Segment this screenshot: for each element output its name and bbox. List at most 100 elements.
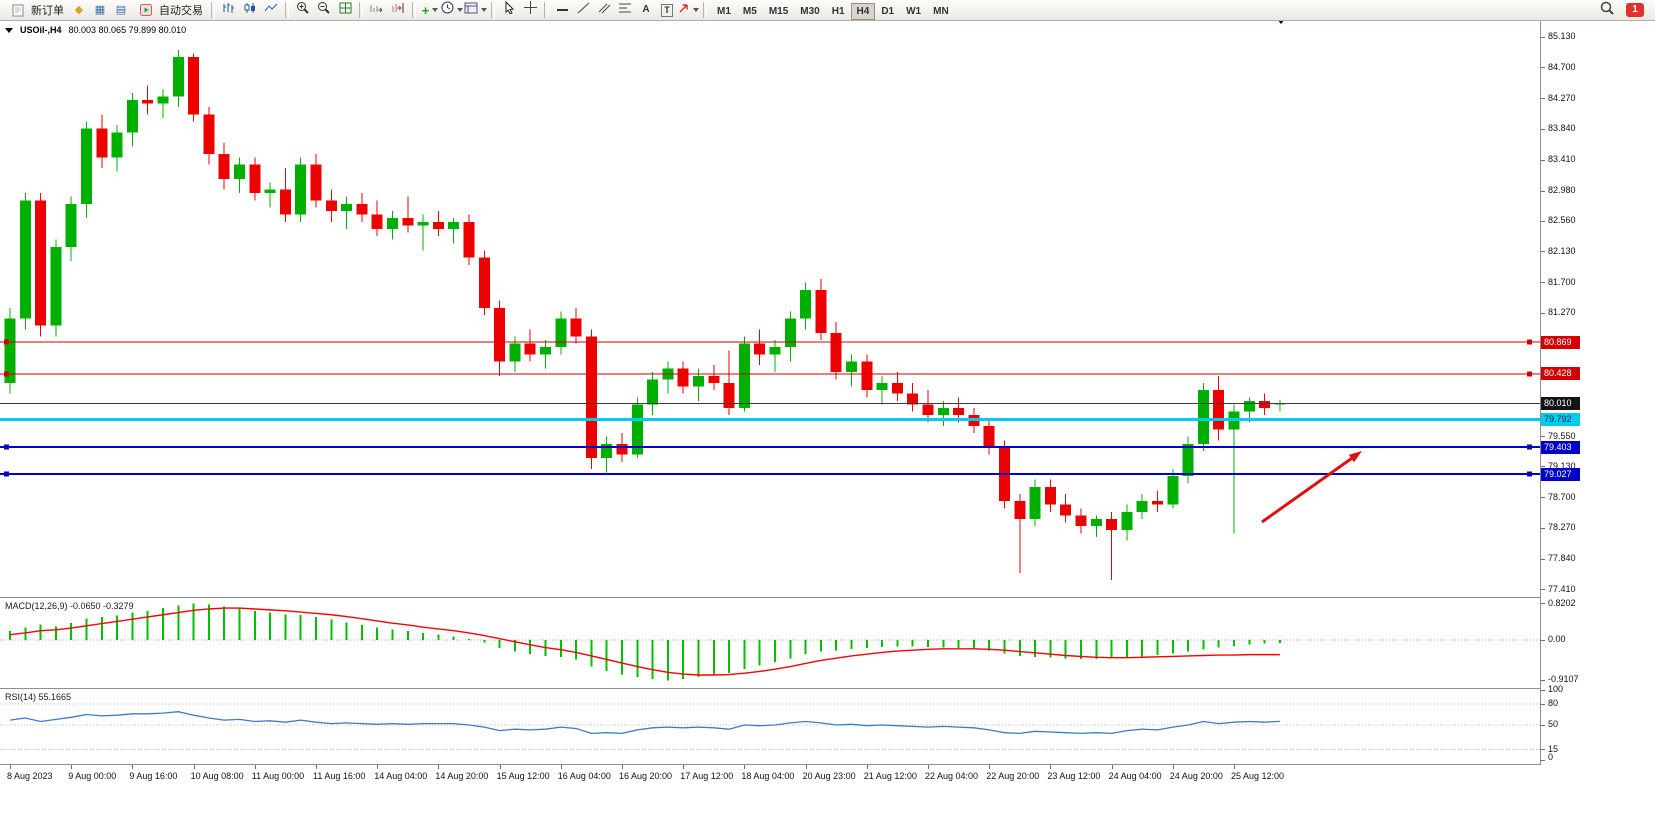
candle-body	[815, 289, 827, 333]
cursor-button[interactable]	[499, 0, 519, 19]
candle-body	[1121, 511, 1133, 530]
line-handle[interactable]	[4, 339, 9, 345]
time-axis-tick	[805, 765, 807, 769]
channel-button[interactable]	[594, 1, 614, 19]
candle-body	[723, 382, 735, 409]
candle-body	[356, 203, 368, 215]
cursor-icon	[504, 0, 515, 19]
candle-body	[540, 347, 551, 355]
line-handle[interactable]	[1527, 371, 1532, 377]
line-handle[interactable]	[4, 471, 9, 477]
zoom-out-button[interactable]	[314, 1, 334, 19]
notification-badge[interactable]: 1	[1626, 3, 1644, 17]
line-handle[interactable]	[1527, 471, 1532, 477]
time-axis[interactable]: 8 Aug 2023 9 Aug 00:00 9 Aug 16:00 10 Aug 0…	[0, 765, 1655, 787]
axis-tick	[1541, 251, 1545, 253]
line-handle[interactable]	[4, 371, 9, 377]
candle-body	[800, 289, 812, 319]
annotation-arrow-head[interactable]	[1348, 451, 1362, 463]
candle-body	[4, 318, 16, 383]
timeframe-m5-button[interactable]: M5	[742, 6, 757, 17]
candlestick-chart[interactable]	[0, 21, 1540, 597]
candle-body	[234, 164, 245, 179]
search-button[interactable]	[1597, 1, 1617, 19]
horizontal-line-button[interactable]	[552, 1, 572, 19]
timeframe-h4-button[interactable]: H4	[850, 3, 876, 20]
candle-body	[677, 368, 689, 387]
axis-tick	[1541, 679, 1545, 681]
line-handle[interactable]	[1527, 339, 1532, 345]
chevron-down-icon	[481, 8, 487, 12]
toolbar-right-group: 1	[1597, 1, 1651, 19]
autotrading-button[interactable]: 自动交易	[132, 1, 207, 19]
macd-tick-label: 0.00	[1548, 634, 1566, 644]
zoom-in-icon	[296, 1, 310, 19]
timeframe-m30-button[interactable]: M30	[800, 6, 820, 17]
periods-button[interactable]	[441, 1, 463, 19]
arrows-button[interactable]	[678, 1, 699, 19]
line-handle[interactable]	[4, 444, 9, 450]
time-tick-label: 16 Aug 20:00	[619, 771, 673, 781]
new-chart-button[interactable]: +	[420, 1, 440, 19]
candle-body	[1136, 501, 1148, 512]
annotation-arrow-line[interactable]	[1261, 453, 1358, 524]
time-tick-label: 25 Aug 12:00	[1231, 771, 1285, 781]
price-axis[interactable]: 85.130 84.700 84.270 83.840 83.410 82.980 82.5…	[1540, 21, 1655, 765]
candle-body	[830, 332, 842, 373]
main-toolbar: 新订单 ◆ ▦ ▤ 自动交易 +	[0, 0, 1655, 21]
rsi-panel[interactable]	[0, 690, 1540, 764]
bar-chart-button[interactable]	[219, 1, 239, 19]
chart-shift-button[interactable]	[388, 1, 408, 19]
crosshair-button[interactable]	[520, 1, 540, 19]
auto-scroll-button[interactable]	[367, 1, 387, 19]
timeframe-h1-button[interactable]: H1	[831, 6, 845, 17]
fibonacci-button[interactable]	[615, 1, 635, 19]
navigator-button[interactable]: ▤	[111, 1, 131, 19]
candle-body	[1167, 476, 1179, 505]
new-order-button[interactable]: 新订单	[4, 1, 68, 19]
candle-body	[172, 57, 184, 97]
toolbar-separator	[359, 2, 363, 18]
line-chart-button[interactable]	[261, 1, 281, 19]
tile-windows-button[interactable]	[335, 1, 355, 19]
arrow-tool-icon	[678, 1, 690, 19]
candle-body	[218, 153, 230, 179]
chevron-down-icon	[693, 8, 699, 12]
candle-body	[953, 408, 965, 416]
timeframe-m15-button[interactable]: M15	[768, 6, 789, 17]
axis-tick	[1541, 527, 1545, 529]
axis-tick	[1541, 749, 1545, 750]
macd-panel[interactable]	[0, 599, 1540, 688]
metaeditor-icon: ◆	[74, 3, 84, 16]
time-tick-label: 9 Aug 00:00	[68, 771, 117, 781]
text-label-button[interactable]: T	[657, 1, 677, 19]
panel-separator[interactable]	[0, 688, 1655, 689]
text-button[interactable]: A	[636, 1, 656, 19]
candlestick-chart-button[interactable]	[240, 1, 260, 19]
time-tick-label: 22 Aug 20:00	[986, 771, 1040, 781]
timeframe-d1-button[interactable]: D1	[881, 6, 895, 17]
time-axis-tick	[683, 765, 685, 769]
axis-tick	[1541, 497, 1545, 499]
time-tick-label: 9 Aug 16:00	[129, 771, 178, 781]
time-axis-tick	[744, 765, 746, 769]
trendline-button[interactable]	[573, 1, 593, 19]
chart-shift-marker[interactable]	[1277, 19, 1285, 42]
zoom-in-button[interactable]	[293, 1, 313, 19]
panel-separator[interactable]	[0, 597, 1655, 598]
axis-tick	[1541, 724, 1545, 726]
timeframe-mn-button[interactable]: MN	[933, 6, 949, 17]
metaeditor-button[interactable]: ◆	[69, 1, 89, 19]
candle-body	[585, 336, 597, 459]
candle-body	[1060, 504, 1072, 516]
new-order-icon	[8, 1, 28, 19]
line-handle[interactable]	[1527, 444, 1532, 450]
templates-button[interactable]	[464, 1, 487, 19]
data-window-button[interactable]: ▦	[90, 1, 110, 19]
trendline-icon	[577, 1, 590, 19]
timeframe-w1-button[interactable]: W1	[906, 6, 922, 17]
time-tick-label: 11 Aug 00:00	[251, 771, 305, 781]
timeframe-m1-button[interactable]: M1	[717, 6, 731, 17]
chart-menu-icon[interactable]	[5, 27, 13, 33]
candle-body	[861, 361, 873, 391]
